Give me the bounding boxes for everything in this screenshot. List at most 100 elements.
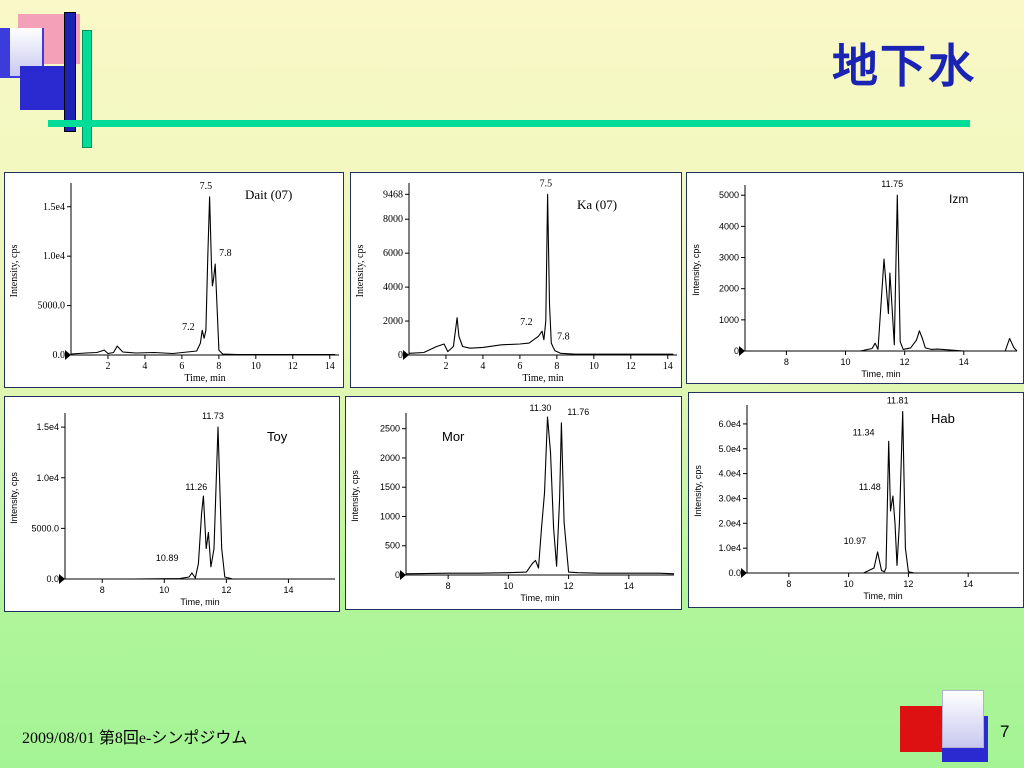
x-axis-label: Time, min [520, 593, 559, 603]
y-tick-label: 0 [398, 350, 403, 361]
x-tick-label: 2 [105, 361, 110, 372]
peak-label: 11.26 [185, 482, 207, 492]
y-tick-label: 5000.0 [38, 301, 66, 312]
chart-panel-hab: 8 10 12 14 0.0 1.0e4 2.0e4 3.0e4 4.0e4 5.0e4 6.0e4… [688, 392, 1024, 608]
chromatogram-trace [405, 416, 675, 575]
chart-panel-dait: 2 4 6 8 10 12 14 0.0 5000.0 1.0e4 1.5e4 Time, min In… [4, 172, 344, 388]
peak-label: 7.2 [182, 322, 195, 333]
y-tick-label: 6.0e4 [718, 419, 741, 429]
x-tick-label: 14 [283, 585, 293, 595]
peak-label: 7.8 [557, 331, 570, 342]
sample-label: Toy [267, 429, 288, 444]
y-tick-label: 4000 [383, 282, 403, 293]
sample-label: Hab [931, 411, 955, 426]
y-tick-label: 2500 [380, 424, 400, 434]
sample-label: Ka (07) [577, 197, 617, 212]
y-tick-label: 2000 [719, 284, 739, 294]
y-axis-label: Intensity, cps [691, 244, 701, 296]
x-tick-label: 6 [179, 361, 184, 372]
sample-label: Izm [949, 192, 968, 206]
chromatogram-trace [408, 193, 674, 355]
x-tick-label: 4 [142, 361, 147, 372]
chart-izm: 8 10 12 14 0 1000 2000 3000 4000 5000 Time, min Int… [691, 179, 1018, 379]
peak-label: 7.8 [219, 248, 232, 259]
y-axis-label: Intensity, cps [693, 465, 703, 517]
x-tick-label: 12 [903, 579, 913, 589]
chart-ka: 2 4 6 8 10 12 14 0 2000 4000 6000 8000 9468 Time, min… [355, 178, 677, 384]
peak-label: 10.89 [156, 553, 179, 563]
x-tick-label: 8 [100, 585, 105, 595]
chromatogram-trace [747, 410, 1019, 574]
x-tick-label: 14 [325, 361, 335, 372]
sample-label: Mor [442, 429, 465, 444]
x-tick-label: 10 [159, 585, 169, 595]
x-tick-label: 14 [624, 581, 634, 591]
x-tick-label: 8 [784, 357, 789, 367]
x-tick-label: 8 [786, 579, 791, 589]
x-tick-label: 14 [963, 579, 973, 589]
deco-vertical-green-bar [82, 30, 92, 148]
y-tick-label: 2000 [383, 316, 403, 327]
x-axis-label: Time, min [184, 373, 225, 384]
y-tick-label: 0 [395, 570, 400, 580]
chart-mor: 8 10 12 14 0 500 1000 1500 2000 2500 Time, min Inte… [350, 403, 675, 603]
deco-blue-square-2 [20, 66, 66, 110]
y-tick-label: 0.0 [46, 574, 59, 584]
x-axis-label: Time, min [861, 369, 900, 379]
y-tick-label: 1.0e4 [36, 473, 59, 483]
page-number: 7 [1000, 722, 1010, 741]
chromatogram-trace [65, 426, 335, 580]
y-axis-label: Intensity, cps [9, 245, 20, 298]
title-underline [48, 120, 970, 127]
bottom-right-decoration [898, 688, 998, 768]
footer-text: 2009/08/01 第8回e-シンポジウム [22, 730, 248, 747]
y-tick-label: 5000.0 [31, 523, 59, 533]
x-tick-label: 12 [564, 581, 574, 591]
peak-label: 11.81 [887, 395, 909, 405]
y-tick-label: 1000 [380, 511, 400, 521]
y-tick-label: 1.0e4 [718, 543, 741, 553]
chart-toy: 8 10 12 14 0.0 5000.0 1.0e4 1.5e4 Time, min Inten… [9, 411, 335, 607]
y-tick-label: 0 [734, 346, 739, 356]
deco-white-rect [942, 690, 984, 748]
x-tick-label: 14 [663, 361, 673, 372]
y-tick-label: 4.0e4 [718, 469, 741, 479]
peak-label: 7.5 [540, 178, 553, 189]
chromatogram-trace [70, 196, 336, 356]
y-tick-label: 1500 [380, 482, 400, 492]
x-axis-label: Time, min [863, 591, 902, 601]
peak-label: 11.73 [202, 411, 224, 421]
chart-hab: 8 10 12 14 0.0 1.0e4 2.0e4 3.0e4 4.0e4 5.0e4 6.0e4… [693, 395, 1019, 601]
x-tick-label: 10 [589, 361, 599, 372]
peak-label: 11.75 [881, 179, 903, 189]
y-tick-label: 1.5e4 [36, 422, 59, 432]
x-tick-label: 10 [251, 361, 261, 372]
x-axis-label: Time, min [180, 597, 219, 607]
x-tick-label: 6 [517, 361, 522, 372]
y-axis-label: Intensity, cps [350, 470, 360, 522]
peak-label: 11.34 [853, 427, 875, 437]
chart-panel-mor: 8 10 12 14 0 500 1000 1500 2000 2500 Time, min Inte… [345, 396, 682, 610]
x-tick-label: 12 [288, 361, 298, 372]
y-axis-label: Intensity, cps [355, 245, 366, 298]
y-tick-label: 6000 [383, 248, 403, 259]
y-tick-label: 5.0e4 [718, 444, 741, 454]
y-tick-label: 500 [385, 541, 400, 551]
x-tick-label: 10 [503, 581, 513, 591]
x-tick-label: 10 [844, 579, 854, 589]
y-tick-label: 3000 [719, 253, 739, 263]
y-tick-label: 2000 [380, 453, 400, 463]
peak-label: 10.97 [844, 536, 867, 546]
y-tick-label: 9468 [383, 189, 403, 200]
x-tick-label: 10 [841, 357, 851, 367]
sample-label: Dait (07) [245, 187, 292, 202]
peak-label: 7.2 [520, 317, 533, 328]
x-tick-label: 14 [959, 357, 969, 367]
x-axis-label: Time, min [522, 373, 563, 384]
deco-vertical-bar [64, 12, 76, 132]
x-tick-label: 2 [443, 361, 448, 372]
top-left-decoration [0, 0, 100, 150]
y-axis-label: Intensity, cps [9, 472, 19, 524]
x-tick-label: 8 [446, 581, 451, 591]
y-tick-label: 5000 [719, 190, 739, 200]
